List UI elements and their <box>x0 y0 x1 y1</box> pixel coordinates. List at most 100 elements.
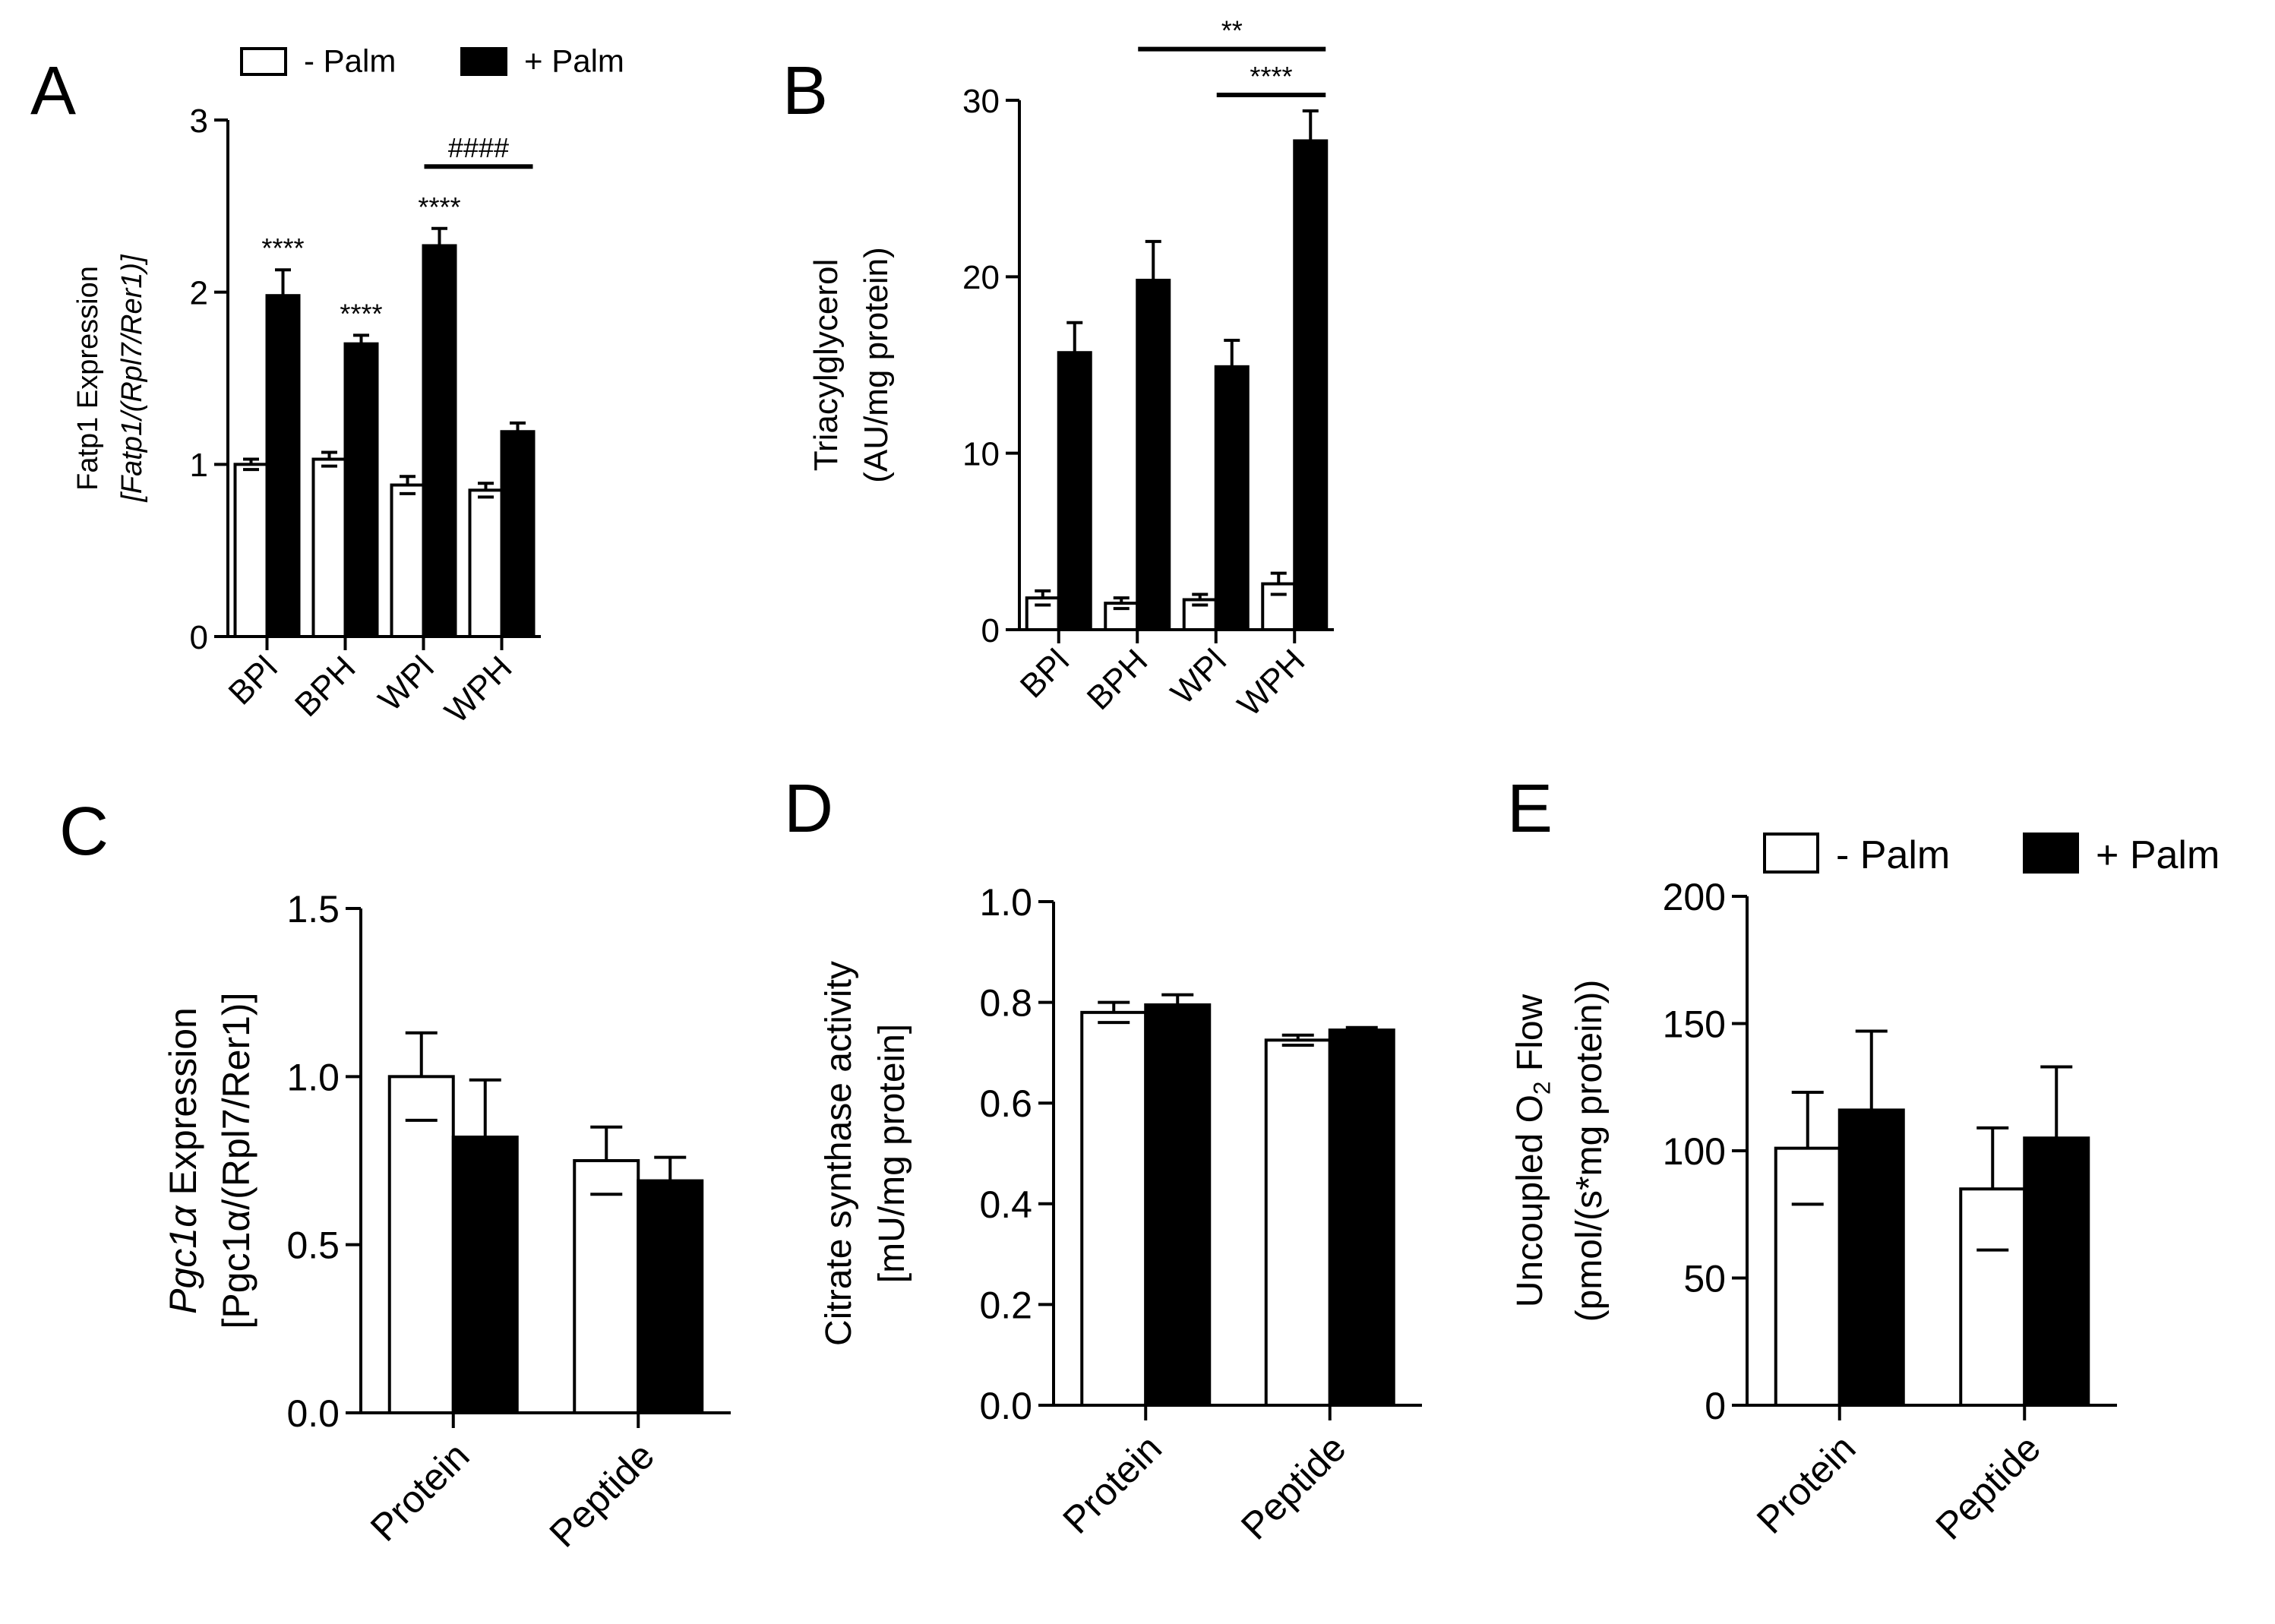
significance-label: **** <box>261 232 304 264</box>
y-tick-label: 10 <box>962 436 1000 473</box>
bar <box>1261 582 1297 631</box>
bar <box>1293 139 1329 632</box>
y-axis-label: Fatp1 Expression <box>72 266 104 491</box>
y-tick-label: 0 <box>1705 1385 1726 1427</box>
legend: - Palm + Palm <box>240 43 624 79</box>
y-axis-label: Pgc1α Expression <box>162 1007 204 1314</box>
legend-label: - Palm <box>1836 833 1950 877</box>
legend-swatch <box>2023 833 2079 874</box>
bar <box>1144 1003 1212 1408</box>
x-tick-label: Protein <box>362 1434 478 1550</box>
bar <box>1214 365 1250 631</box>
x-tick-label: Peptide <box>542 1434 663 1556</box>
y-tick-label: 200 <box>1663 876 1726 918</box>
bar <box>1025 596 1060 631</box>
bar <box>1328 1028 1395 1407</box>
legend-swatch <box>1763 833 1819 874</box>
y-tick-label: 1.0 <box>979 881 1032 924</box>
bar <box>1057 351 1092 631</box>
bar <box>1959 1187 2027 1407</box>
panel-letter: E <box>1507 771 1553 847</box>
legend-label: - Palm <box>304 43 396 79</box>
y-tick-label: 0.0 <box>286 1392 340 1435</box>
y-tick-label: 2 <box>190 275 208 312</box>
x-tick-label: BPl <box>221 649 284 712</box>
significance-label: **** <box>1250 61 1292 92</box>
y-tick-label: 50 <box>1683 1258 1726 1300</box>
significance-label: **** <box>340 298 382 329</box>
y-axis-label: [Fatp1/(Rpl7/Rer1)] <box>116 254 148 503</box>
x-tick-label: BPl <box>1013 642 1076 705</box>
y-tick-label: 0.2 <box>979 1284 1032 1326</box>
significance-label: ** <box>1221 15 1243 46</box>
x-tick-label: BPH <box>288 649 363 724</box>
bar <box>451 1136 519 1414</box>
x-tick-label: WPH <box>438 649 519 730</box>
y-tick-label: 0.6 <box>979 1082 1032 1125</box>
panel-letter: C <box>59 794 109 870</box>
chart-panel-c: C 0.0 0.5 1.0 1.5 Protein Peptide Pgc1α Express… <box>59 794 731 1556</box>
significance-label: **** <box>418 191 460 223</box>
bar <box>2023 1136 2090 1407</box>
y-tick-label: 100 <box>1663 1130 1726 1173</box>
y-axis-label: Uncoupled O2 Flow <box>1510 994 1556 1307</box>
legend-swatch <box>460 47 507 76</box>
y-tick-label: 0 <box>981 612 1000 649</box>
x-tick-label: WPl <box>1164 642 1234 712</box>
y-axis-label: Citrate synthase activity <box>819 961 859 1346</box>
bar <box>387 1075 455 1415</box>
y-tick-label: 1.5 <box>286 888 340 930</box>
y-axis-label: [Pgc1α/(Rpl7/Rer1)] <box>215 993 258 1329</box>
y-tick-label: 0.8 <box>979 982 1032 1025</box>
y-axis-label: Triacylglycerol <box>807 259 845 472</box>
y-tick-label: 1 <box>190 447 208 484</box>
y-tick-label: 0 <box>190 619 208 656</box>
bar <box>573 1159 640 1414</box>
bar <box>265 294 301 638</box>
chart-panel-d: D 0.0 0.2 0.4 0.6 0.8 1.0 Protein Peptide Citrate… <box>784 771 1422 1548</box>
legend-label: + Palm <box>524 43 624 79</box>
x-tick-label: Protein <box>1749 1427 1864 1542</box>
bar <box>233 463 269 638</box>
bar <box>1837 1108 1905 1408</box>
y-tick-label: 30 <box>962 83 1000 120</box>
bar <box>422 244 457 638</box>
bar <box>343 342 379 638</box>
x-tick-label: BPH <box>1080 642 1155 717</box>
bar <box>1136 278 1171 631</box>
y-tick-label: 0.5 <box>286 1224 340 1267</box>
bar <box>637 1179 704 1415</box>
y-tick-label: 0.0 <box>979 1385 1032 1427</box>
y-axis-label: (AU/mg protein) <box>858 247 895 483</box>
y-tick-label: 0.4 <box>979 1183 1032 1226</box>
x-tick-label: Peptide <box>1928 1427 2049 1548</box>
y-tick-label: 3 <box>190 103 208 140</box>
bar <box>1264 1038 1332 1407</box>
legend-swatch <box>240 47 287 76</box>
legend: - Palm + Palm <box>1763 833 2220 877</box>
x-tick-label: WPH <box>1231 642 1312 723</box>
panel-letter: A <box>30 53 76 129</box>
y-axis-label: (pmol/(s*mg protein)) <box>1569 980 1610 1322</box>
bar <box>1080 1010 1148 1407</box>
x-tick-label: WPl <box>371 649 441 719</box>
x-tick-label: Peptide <box>1233 1427 1354 1548</box>
bar <box>311 457 347 638</box>
y-axis-label: [mU/mg protein] <box>872 1024 912 1283</box>
panel-letter: D <box>784 771 833 847</box>
bar <box>1774 1146 1841 1408</box>
x-tick-label: Protein <box>1054 1427 1170 1542</box>
bar <box>390 483 425 638</box>
y-tick-label: 1.0 <box>286 1056 340 1098</box>
y-tick-label: 150 <box>1663 1003 1726 1046</box>
significance-label: #### <box>448 132 509 163</box>
legend-label: + Palm <box>2096 833 2220 877</box>
bar <box>500 430 536 638</box>
chart-panel-e: E 0 50 100 150 200 Protein Peptide Uncoupled O2 … <box>1507 771 2220 1548</box>
bar <box>468 488 504 638</box>
y-tick-label: 20 <box>962 259 1000 296</box>
panel-letter: B <box>782 53 828 129</box>
